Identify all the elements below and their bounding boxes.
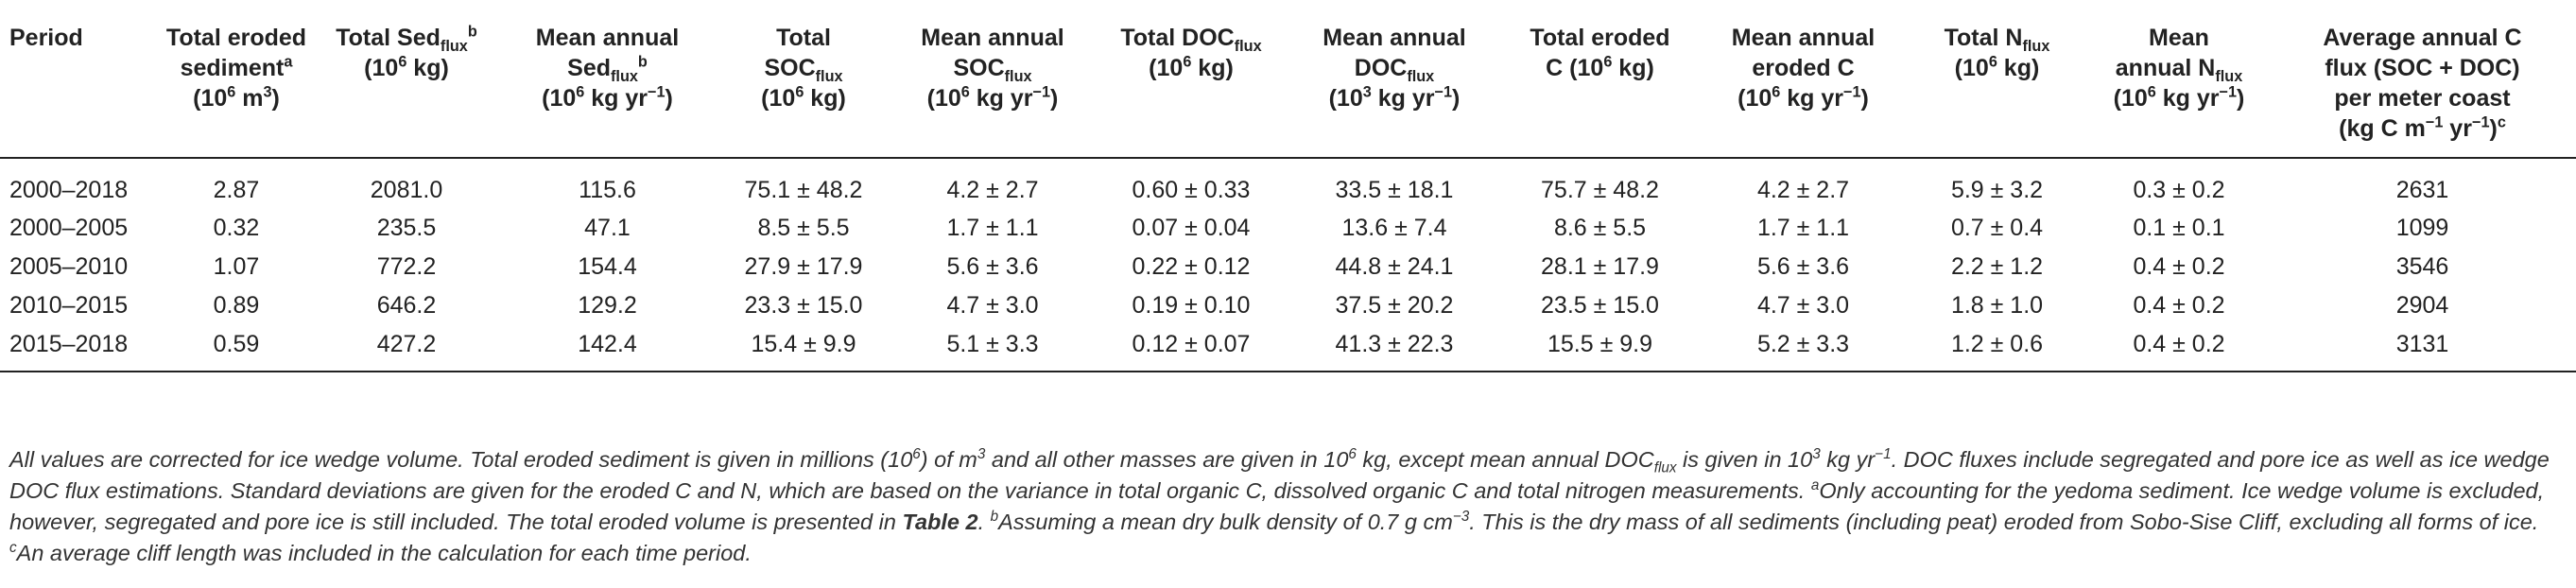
table-cell: 0.89 <box>213 291 260 319</box>
table-cell: 27.9 ± 17.9 <box>744 252 863 280</box>
cell-period: 2005–2010 <box>9 252 129 280</box>
table-cell: 154.4 <box>578 252 637 280</box>
table-cell: 75.7 ± 48.2 <box>1541 177 1659 203</box>
table-cell: 129.2 <box>578 291 637 319</box>
table-header-row: Period Total eroded sedimenta (106 m3) Tot… <box>0 11 2576 159</box>
table-cell: 2.2 ± 1.2 <box>1950 252 2044 280</box>
header-mean-annual-eroded-c: Mean annual eroded C (106 kg yr−1) <box>1702 11 1905 159</box>
table-cell: 0.22 ± 0.12 <box>1132 252 1251 280</box>
table-cell: 44.8 ± 24.1 <box>1335 252 1454 280</box>
table-row: 2010–2015 0.89 646.2 129.2 23.3 ± 15.0 4… <box>0 285 2576 324</box>
header-total-socflux: Total SOCflux (106 kg) <box>714 11 893 159</box>
header-mean-annual-docflux: Mean annual DOCflux (103 kg yr−1) <box>1290 11 1498 159</box>
table-cell: 2631 <box>2395 177 2449 203</box>
table-cell: 5.1 ± 3.3 <box>893 324 1092 372</box>
table-cell: 235.5 <box>376 214 437 241</box>
table-cell: 5.6 ± 3.6 <box>946 252 1039 280</box>
table-cell: 8.5 ± 5.5 <box>757 214 850 241</box>
table-cell: 2904 <box>2395 291 2449 319</box>
table-cell: 0.19 ± 0.10 <box>1132 291 1251 319</box>
table-cell: 0.32 <box>213 214 260 241</box>
table-cell: 13.6 ± 7.4 <box>1341 214 1447 241</box>
table-cell: 772.2 <box>376 252 437 280</box>
table-cell: 41.3 ± 22.3 <box>1290 324 1498 372</box>
table-cell: 142.4 <box>501 324 714 372</box>
table-cell: 4.2 ± 2.7 <box>1756 177 1850 203</box>
table-cell: 5.6 ± 3.6 <box>1756 252 1850 280</box>
table-cell: 15.5 ± 9.9 <box>1498 324 1702 372</box>
table-cell: 3546 <box>2395 252 2449 280</box>
table-cell: 28.1 ± 17.9 <box>1541 252 1659 280</box>
table-cell: 4.2 ± 2.7 <box>946 177 1039 203</box>
header-mean-annual-socflux: Mean annual SOCflux (106 kg yr−1) <box>893 11 1092 159</box>
table-row: 2005–2010 1.07 772.2 154.4 27.9 ± 17.9 5… <box>0 247 2576 285</box>
table-cell: 0.1 ± 0.1 <box>2133 214 2225 241</box>
table-cell: 3131 <box>2269 324 2576 372</box>
table-cell: 2.87 <box>213 177 260 203</box>
table-cell: 2081.0 <box>370 177 443 203</box>
table-cell: 646.2 <box>376 291 437 319</box>
table-cell: 0.4 ± 0.2 <box>2089 324 2269 372</box>
table-cell: 37.5 ± 20.2 <box>1335 291 1454 319</box>
table-cell: 0.4 ± 0.2 <box>2133 291 2225 319</box>
table-cell: 0.07 ± 0.04 <box>1132 214 1251 241</box>
table-cell: 23.3 ± 15.0 <box>744 291 863 319</box>
table-cell: 75.1 ± 48.2 <box>744 177 863 203</box>
header-mean-annual-nflux: Mean annual Nflux (106 kg yr−1) <box>2089 11 2269 159</box>
table-footnote: All values are corrected for ice wedge v… <box>9 446 2550 565</box>
header-total-eroded-sediment: Total eroded sedimenta (106 m3) <box>161 11 312 159</box>
table-cell: 23.5 ± 15.0 <box>1541 291 1659 319</box>
table-cell: 33.5 ± 18.1 <box>1335 177 1454 203</box>
table-cell: 0.7 ± 0.4 <box>1950 214 2044 241</box>
table-cell: 1.7 ± 1.1 <box>1756 214 1850 241</box>
cell-period: 2000–2018 <box>9 177 129 203</box>
data-table: Period Total eroded sedimenta (106 m3) Tot… <box>0 11 2576 372</box>
header-mean-annual-sedflux: Mean annual Sedfluxb (106 kg yr−1) <box>501 11 714 159</box>
table-cell: 0.59 <box>161 324 312 372</box>
table-cell: 0.4 ± 0.2 <box>2133 252 2225 280</box>
table-cell: 5.9 ± 3.2 <box>1950 177 2044 203</box>
table-cell: 1.07 <box>213 252 260 280</box>
table-cell: 4.7 ± 3.0 <box>946 291 1039 319</box>
cell-period: 2000–2005 <box>9 214 129 241</box>
table-cell: 0.3 ± 0.2 <box>2133 177 2225 203</box>
table-cell: 4.7 ± 3.0 <box>1756 291 1850 319</box>
table-cell: 1.7 ± 1.1 <box>946 214 1039 241</box>
table-cell: 115.6 <box>579 177 636 203</box>
table-cell: 1.2 ± 0.6 <box>1905 324 2089 372</box>
header-total-sedflux: Total Sedfluxb (106 kg) <box>312 11 501 159</box>
table-cell: 0.60 ± 0.33 <box>1132 177 1251 203</box>
cell-period: 2010–2015 <box>9 291 129 319</box>
table-cell: 1.8 ± 1.0 <box>1950 291 2044 319</box>
header-total-docflux: Total DOCflux (106 kg) <box>1092 11 1290 159</box>
table-cell: 5.2 ± 3.3 <box>1702 324 1905 372</box>
header-total-eroded-c: Total eroded C (106 kg) <box>1498 11 1702 159</box>
table-cell: 47.1 <box>584 214 631 241</box>
header-period: Period <box>0 11 161 159</box>
table-row: 2000–2018 2.87 2081.0 115.6 75.1 ± 48.2 … <box>0 158 2576 208</box>
table-cell: 427.2 <box>312 324 501 372</box>
table-row: 2000–2005 0.32 235.5 47.1 8.5 ± 5.5 1.7 … <box>0 208 2576 247</box>
table-cell: 1099 <box>2395 214 2449 241</box>
table-cell: 0.12 ± 0.07 <box>1092 324 1290 372</box>
cell-period: 2015–2018 <box>0 324 161 372</box>
table-row: 2015–2018 0.59 427.2 142.4 15.4 ± 9.9 5.… <box>0 324 2576 372</box>
table-cell: 8.6 ± 5.5 <box>1553 214 1647 241</box>
table-cell: 15.4 ± 9.9 <box>714 324 893 372</box>
header-total-nflux: Total Nflux (106 kg) <box>1905 11 2089 159</box>
